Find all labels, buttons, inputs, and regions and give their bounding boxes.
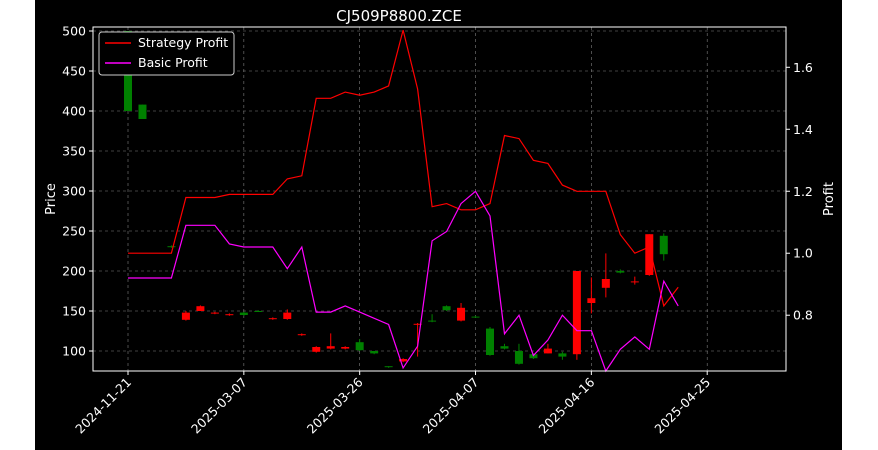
candle-up: [659, 235, 668, 255]
candle-up: [514, 351, 523, 364]
candle-down: [630, 281, 639, 283]
candle-up: [616, 271, 625, 273]
candle-down: [601, 279, 610, 288]
candle-up: [500, 346, 509, 349]
y-tick-label: 300: [62, 184, 86, 199]
candle-down: [268, 318, 277, 320]
y-tick-label: 350: [62, 144, 86, 159]
legend-label-basic: Basic Profit: [138, 55, 208, 70]
candle-down: [572, 271, 581, 355]
candle-down: [413, 323, 422, 325]
candle-up: [486, 328, 494, 355]
candle-down: [341, 347, 350, 349]
candle-down: [225, 314, 234, 316]
candle-up: [428, 320, 437, 322]
x-axis: 2024-11-21 2025-03-07 2025-03-26 2025-04-07…: [72, 371, 713, 436]
candle-down: [587, 298, 596, 303]
chart-figure: CJ509P8800.ZCE 100 150 200 250 300 350 400 450 5…: [35, 0, 842, 450]
candle-up: [167, 246, 176, 248]
x-tick-label: 2025-04-25: [651, 375, 713, 437]
candle-up: [355, 342, 364, 351]
candle-down: [326, 346, 335, 349]
candle-up: [370, 351, 379, 354]
x-tick-label: 2025-04-07: [420, 375, 482, 437]
y-tick-label: 400: [62, 104, 86, 119]
legend-label-strategy: Strategy Profit: [138, 35, 228, 50]
candle-down: [399, 359, 408, 362]
candle-up: [138, 104, 147, 119]
y2-tick-label: 1.0: [793, 246, 813, 261]
plot-frame: [92, 26, 787, 372]
candle-down: [283, 312, 292, 319]
candle-up: [384, 366, 393, 368]
grid-lines: [93, 27, 786, 371]
y-tick-label: 250: [62, 224, 86, 239]
x-tick-label: 2025-03-07: [188, 375, 250, 437]
basic-profit-line: [128, 190, 679, 373]
y2-tick-label: 1.6: [793, 60, 813, 75]
candle-down: [543, 348, 552, 354]
candle-up: [239, 312, 248, 315]
candle-down: [196, 306, 205, 311]
left-axis: 100 150 200 250 300 350 400 450 500: [62, 24, 93, 359]
y-tick-label: 150: [62, 304, 86, 319]
candle-down: [312, 347, 321, 352]
x-tick-label: 2025-03-26: [304, 374, 366, 436]
x-tick-label: 2024-11-21: [72, 375, 134, 437]
candle-down: [181, 312, 190, 320]
right-axis: 0.8 1.0 1.2 1.4 1.6: [786, 60, 813, 323]
candlestick-chart: CJ509P8800.ZCE 100 150 200 250 300 350 400 450 5…: [44, 7, 837, 436]
candle-up: [442, 306, 451, 311]
strategy-profit-line: [128, 29, 679, 308]
y2-tick-label: 0.8: [793, 308, 813, 323]
legend-box: [98, 31, 235, 76]
y-tick-label: 100: [62, 344, 86, 359]
profit-lines: [128, 29, 679, 373]
candle-up: [558, 353, 567, 357]
x-tick-label: 2025-04-16: [535, 374, 597, 436]
y-tick-label: 200: [62, 264, 86, 279]
y2-tick-label: 1.2: [793, 184, 813, 199]
candle-down: [297, 334, 306, 336]
y-tick-label: 500: [62, 24, 86, 39]
y-tick-label: 450: [62, 64, 86, 79]
candle-down: [210, 312, 219, 314]
candle-down: [645, 234, 654, 275]
left-axis-label: Price: [44, 183, 59, 215]
candle-up: [471, 316, 480, 318]
candle-up: [254, 311, 263, 312]
candle-down: [457, 307, 466, 321]
y2-tick-label: 1.4: [793, 122, 813, 137]
legend: Strategy Profit Basic Profit: [98, 31, 235, 76]
right-axis-label: Profit: [822, 182, 837, 216]
chart-title: CJ509P8800.ZCE: [336, 7, 462, 25]
candles: [124, 31, 668, 368]
